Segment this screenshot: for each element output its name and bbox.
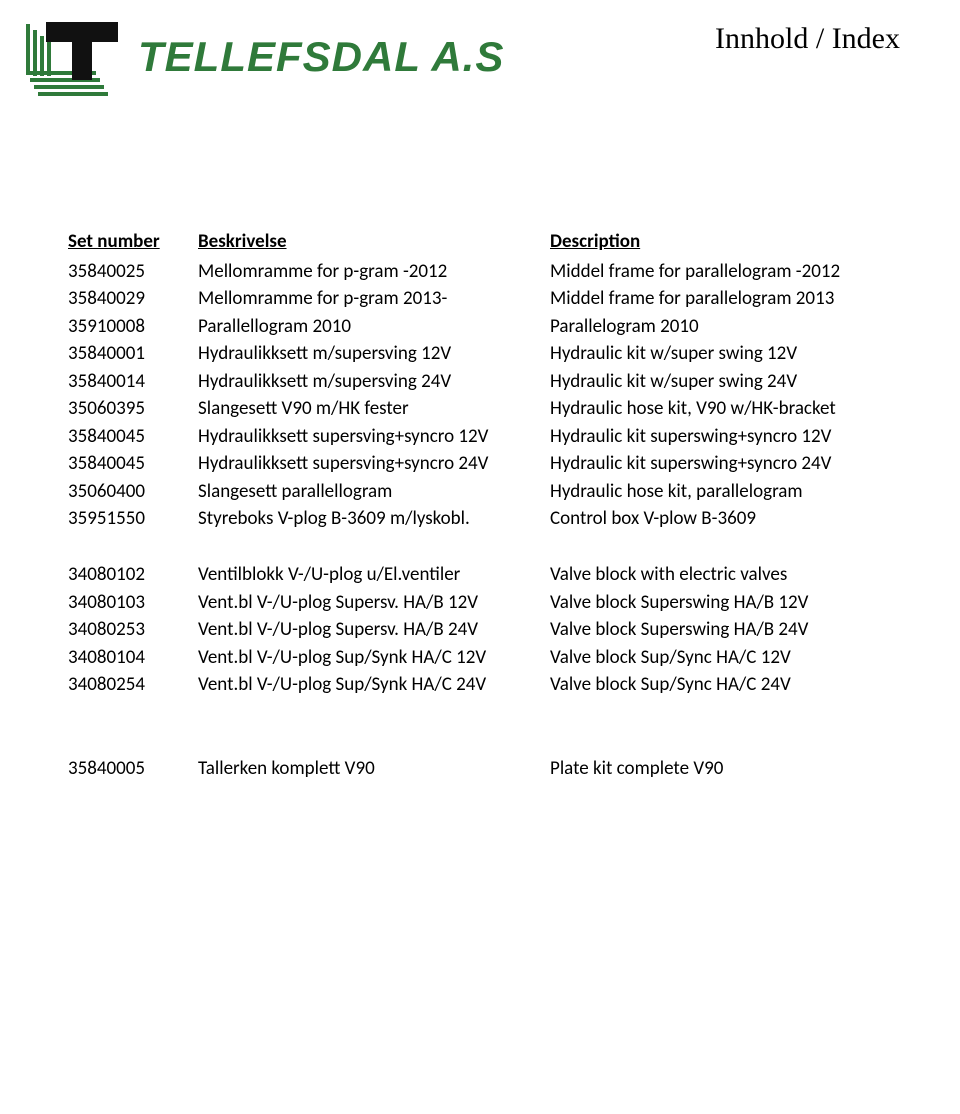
cell-description: Valve block Sup/Sync HA/C 24V [550, 671, 892, 699]
cell-beskrivelse: Vent.bl V-/U-plog Sup/Synk HA/C 24V [198, 671, 550, 699]
table-body: 35840025Mellomramme for p-gram -2012Midd… [68, 258, 892, 783]
index-table: Set number Beskrivelse Description 35840… [68, 228, 892, 782]
cell-beskrivelse: Mellomramme for p-gram 2013- [198, 285, 550, 313]
cell-set-number: 35060395 [68, 395, 198, 423]
cell-set-number: 35840045 [68, 423, 198, 451]
cell-set-number: 34080102 [68, 561, 198, 589]
company-name: TELLEFSDAL A.S [138, 33, 504, 81]
cell-set-number: 35840025 [68, 258, 198, 286]
table-row: 34080253Vent.bl V-/U-plog Supersv. HA/B … [68, 616, 892, 644]
header-beskrivelse: Beskrivelse [198, 228, 550, 258]
index-title: Innhold / Index [715, 16, 900, 56]
table-row: 34080102Ventilblokk V-/U-plog u/El.venti… [68, 561, 892, 589]
table-row: 35840025Mellomramme for p-gram -2012Midd… [68, 258, 892, 286]
cell-beskrivelse: Styreboks V-plog B-3609 m/lyskobl. [198, 505, 550, 533]
table-row: 34080104Vent.bl V-/U-plog Sup/Synk HA/C … [68, 644, 892, 672]
cell-beskrivelse: Vent.bl V-/U-plog Supersv. HA/B 24V [198, 616, 550, 644]
cell-set-number: 35060400 [68, 478, 198, 506]
cell-description: Plate kit complete V90 [550, 755, 892, 783]
content-area: Set number Beskrivelse Description 35840… [0, 98, 960, 782]
cell-set-number: 35840014 [68, 368, 198, 396]
table-row: 34080254Vent.bl V-/U-plog Sup/Synk HA/C … [68, 671, 892, 699]
cell-set-number: 35840001 [68, 340, 198, 368]
table-row: 35840005Tallerken komplett V90Plate kit … [68, 755, 892, 783]
cell-beskrivelse: Vent.bl V-/U-plog Sup/Synk HA/C 12V [198, 644, 550, 672]
table-row: 35840001Hydraulikksett m/supersving 12VH… [68, 340, 892, 368]
table-row: 34080103Vent.bl V-/U-plog Supersv. HA/B … [68, 589, 892, 617]
cell-beskrivelse: Slangesett V90 m/HK fester [198, 395, 550, 423]
cell-description: Valve block Sup/Sync HA/C 12V [550, 644, 892, 672]
cell-set-number: 34080254 [68, 671, 198, 699]
table-row: 35951550Styreboks V-plog B-3609 m/lyskob… [68, 505, 892, 533]
cell-description: Parallelogram 2010 [550, 313, 892, 341]
cell-beskrivelse: Hydraulikksett m/supersving 12V [198, 340, 550, 368]
cell-description: Control box V-plow B-3609 [550, 505, 892, 533]
cell-beskrivelse: Hydraulikksett m/supersving 24V [198, 368, 550, 396]
block-gap [68, 533, 892, 561]
cell-set-number: 35840045 [68, 450, 198, 478]
cell-beskrivelse: Mellomramme for p-gram -2012 [198, 258, 550, 286]
cell-description: Hydraulic kit superswing+syncro 12V [550, 423, 892, 451]
cell-description: Hydraulic kit superswing+syncro 24V [550, 450, 892, 478]
cell-beskrivelse: Tallerken komplett V90 [198, 755, 550, 783]
table-row: 35840029Mellomramme for p-gram 2013-Midd… [68, 285, 892, 313]
cell-beskrivelse: Slangesett parallellogram [198, 478, 550, 506]
header-set-number: Set number [68, 228, 198, 258]
cell-set-number: 35910008 [68, 313, 198, 341]
header-description: Description [550, 228, 892, 258]
cell-description: Valve block with electric valves [550, 561, 892, 589]
cell-set-number: 34080253 [68, 616, 198, 644]
cell-description: Middel frame for parallelogram 2013 [550, 285, 892, 313]
cell-beskrivelse: Hydraulikksett supersving+syncro 12V [198, 423, 550, 451]
table-row: 35060395Slangesett V90 m/HK festerHydrau… [68, 395, 892, 423]
cell-set-number: 34080104 [68, 644, 198, 672]
table-row: 35060400Slangesett parallellogramHydraul… [68, 478, 892, 506]
cell-description: Valve block Superswing HA/B 12V [550, 589, 892, 617]
cell-beskrivelse: Ventilblokk V-/U-plog u/El.ventiler [198, 561, 550, 589]
cell-description: Middel frame for parallelogram -2012 [550, 258, 892, 286]
table-row: 35840045Hydraulikksett supersving+syncro… [68, 450, 892, 478]
cell-description: Hydraulic hose kit, V90 w/HK-bracket [550, 395, 892, 423]
company-logo-block: TELLEFSDAL A.S [20, 16, 504, 98]
table-header-row: Set number Beskrivelse Description [68, 228, 892, 258]
cell-set-number: 35840029 [68, 285, 198, 313]
block-gap [68, 727, 892, 755]
cell-set-number: 34080103 [68, 589, 198, 617]
cell-beskrivelse: Hydraulikksett supersving+syncro 24V [198, 450, 550, 478]
cell-description: Hydraulic kit w/super swing 12V [550, 340, 892, 368]
cell-set-number: 35840005 [68, 755, 198, 783]
cell-set-number: 35951550 [68, 505, 198, 533]
logo-icon [20, 16, 120, 98]
table-row: 35840014Hydraulikksett m/supersving 24VH… [68, 368, 892, 396]
cell-beskrivelse: Parallellogram 2010 [198, 313, 550, 341]
table-row: 35840045Hydraulikksett supersving+syncro… [68, 423, 892, 451]
block-gap [68, 699, 892, 727]
table-row: 35910008Parallellogram 2010Parallelogram… [68, 313, 892, 341]
page-header: TELLEFSDAL A.S Innhold / Index [0, 0, 960, 98]
cell-description: Hydraulic hose kit, parallelogram [550, 478, 892, 506]
cell-beskrivelse: Vent.bl V-/U-plog Supersv. HA/B 12V [198, 589, 550, 617]
cell-description: Hydraulic kit w/super swing 24V [550, 368, 892, 396]
cell-description: Valve block Superswing HA/B 24V [550, 616, 892, 644]
